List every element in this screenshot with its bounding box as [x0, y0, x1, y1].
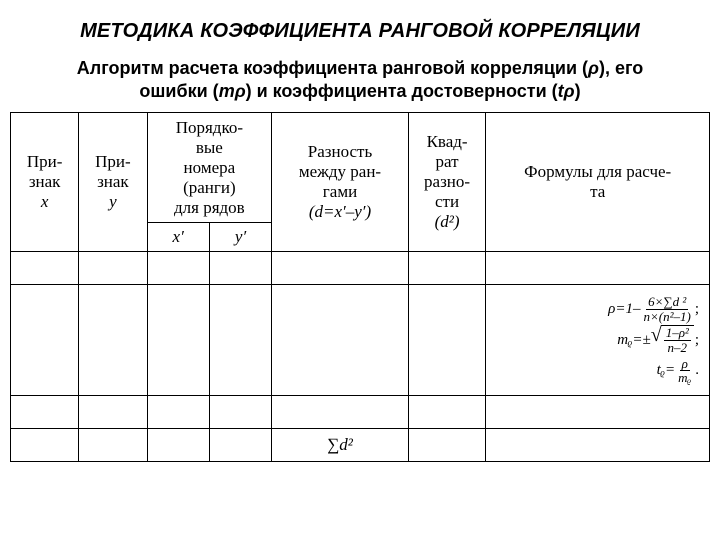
cell: [79, 285, 147, 396]
cell: [408, 428, 486, 461]
fraction: 6×∑d ² n×(n²–1): [642, 295, 693, 323]
header-text: (d=x′–y′): [309, 202, 371, 221]
header-text: сти: [435, 192, 459, 211]
cell: [11, 395, 79, 428]
header-text: знак: [97, 172, 129, 191]
cell: [79, 395, 147, 428]
header-text: Порядко-: [176, 118, 243, 137]
cell: [147, 252, 209, 285]
header-formulas: Формулы для расче- та: [486, 113, 710, 252]
header-text: разно-: [424, 172, 470, 191]
sum-text: ∑d²: [327, 435, 353, 454]
fraction-den: n×(n²–1): [642, 310, 693, 324]
cell: [147, 428, 209, 461]
cell: [486, 395, 710, 428]
header-text: между ран-: [299, 162, 381, 181]
header-text: для рядов: [174, 198, 245, 217]
formula-m-rho: mᵨ=± √ 1–ρ² n–2 ;: [492, 325, 699, 354]
header-text: (d²): [435, 212, 460, 231]
cell: [79, 252, 147, 285]
header-text: (ранги): [183, 178, 236, 197]
sqrt: √ 1–ρ² n–2: [651, 325, 694, 354]
slide: МЕТОДИКА КОЭФФИЦИЕНТА РАНГОВОЙ КОРРЕЛЯЦИ…: [0, 0, 720, 540]
cell: [272, 252, 409, 285]
formula-text: tᵨ=: [657, 359, 676, 382]
fraction-num: 6×∑d ²: [646, 295, 688, 310]
header-sq: Квад- рат разно- сти (d²): [408, 113, 486, 252]
cell: [79, 428, 147, 461]
cell: [11, 428, 79, 461]
table-row: [11, 395, 710, 428]
formulas-cell: ρ=1– 6×∑d ² n×(n²–1) ; mᵨ=± √ 1–ρ²: [486, 285, 710, 396]
sum-d2-cell: ∑d²: [272, 428, 409, 461]
formula-text: ;: [695, 298, 699, 321]
header-ranks: Порядко- вые номера (ранги) для рядов: [147, 113, 272, 223]
cell: [147, 395, 209, 428]
fraction-den: n–2: [666, 341, 690, 355]
header-text: Разность: [308, 142, 372, 161]
fraction-den: mᵨ: [676, 371, 693, 385]
table-row: ρ=1– 6×∑d ² n×(n²–1) ; mᵨ=± √ 1–ρ²: [11, 285, 710, 396]
fraction-num: ρ: [680, 357, 690, 372]
table-row-sum: ∑d²: [11, 428, 710, 461]
rank-correlation-table: При- знак x При- знак y Порядко- вые ном…: [10, 112, 710, 462]
cell: [209, 428, 271, 461]
subheader-yprime: y′: [209, 223, 271, 252]
table-header-row: При- знак x При- знак y Порядко- вые ном…: [11, 113, 710, 223]
formula-t-rho: tᵨ= ρ mᵨ .: [492, 357, 699, 385]
header-text: x: [41, 192, 49, 211]
cell: [272, 395, 409, 428]
header-text: гами: [323, 182, 357, 201]
cell: [486, 428, 710, 461]
formula-text: ;: [695, 329, 699, 352]
fraction: ρ mᵨ: [676, 357, 693, 385]
symbol-rho: ρ: [588, 58, 599, 78]
header-text: рат: [436, 152, 459, 171]
fraction: 1–ρ² n–2: [664, 326, 691, 354]
header-text: При-: [27, 152, 63, 171]
subtitle-part: ) и коэффициента достоверности (: [246, 81, 558, 101]
cell: [209, 252, 271, 285]
cell: [11, 252, 79, 285]
cell: [486, 252, 710, 285]
cell: [408, 395, 486, 428]
symbol-m-rho: mρ: [219, 81, 246, 101]
subtitle-part: Алгоритм расчета коэффициента ранговой к…: [77, 58, 588, 78]
formula-text: mᵨ=±: [617, 329, 650, 352]
cell: [147, 285, 209, 396]
formula-rho: ρ=1– 6×∑d ² n×(n²–1) ;: [492, 295, 699, 323]
page-title: МЕТОДИКА КОЭФФИЦИЕНТА РАНГОВОЙ КОРРЕЛЯЦИ…: [10, 20, 710, 43]
cell: [408, 285, 486, 396]
formula-block: ρ=1– 6×∑d ² n×(n²–1) ; mᵨ=± √ 1–ρ²: [488, 287, 707, 393]
header-text: y: [109, 192, 117, 211]
formula-text: ρ=1–: [608, 298, 640, 321]
symbol-t-rho: tρ: [558, 81, 575, 101]
subtitle-part: ): [575, 81, 581, 101]
fraction-num: 1–ρ²: [664, 326, 691, 341]
radicand: 1–ρ² n–2: [661, 325, 694, 354]
header-text: При-: [95, 152, 131, 171]
formula-text: .: [695, 359, 699, 382]
header-text: Квад-: [427, 132, 468, 151]
header-text: Формулы для расче-: [524, 162, 671, 181]
header-text: номера: [184, 158, 236, 177]
header-text: вые: [196, 138, 223, 157]
header-text: y′: [235, 227, 246, 246]
cell: [209, 395, 271, 428]
page-subtitle: Алгоритм расчета коэффициента ранговой к…: [50, 57, 670, 102]
header-text: та: [590, 182, 605, 201]
subheader-xprime: x′: [147, 223, 209, 252]
header-text: x′: [173, 227, 184, 246]
header-diff: Разность между ран- гами (d=x′–y′): [272, 113, 409, 252]
cell: [408, 252, 486, 285]
header-text: знак: [29, 172, 61, 191]
cell: [272, 285, 409, 396]
table-row: [11, 252, 710, 285]
header-x: При- знак x: [11, 113, 79, 252]
cell: [11, 285, 79, 396]
cell: [209, 285, 271, 396]
header-y: При- знак y: [79, 113, 147, 252]
